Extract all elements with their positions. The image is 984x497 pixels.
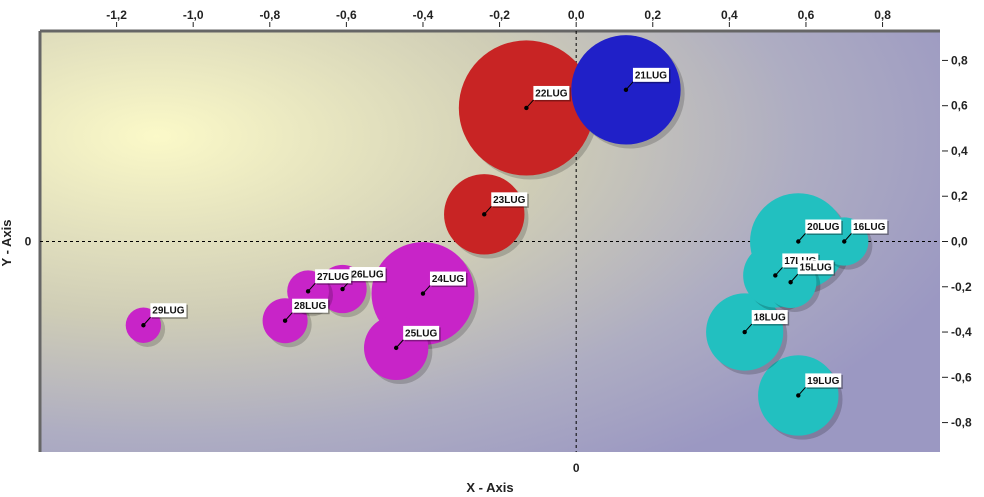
- data-label-24LUG: 24LUG: [432, 274, 464, 285]
- y-axis-title: Y - Axis: [0, 220, 14, 267]
- label-box: [805, 219, 842, 234]
- bubble-center-dot: [742, 329, 747, 335]
- bubble-center-dot: [796, 239, 801, 244]
- x-tick-label: 0,0: [568, 8, 585, 22]
- y-tick-label: -0,6: [951, 370, 972, 384]
- y-tick-label: 0,6: [951, 99, 968, 113]
- bubble-center-dot: [305, 289, 311, 294]
- label-box: [491, 192, 528, 207]
- data-label-22LUG: 22LUG: [535, 88, 567, 99]
- bubble-center-dot: [482, 212, 487, 217]
- bubble-center-dot: [773, 273, 778, 278]
- x-tick-label: -0,2: [489, 8, 510, 22]
- data-label-16LUG: 16LUG: [853, 222, 885, 233]
- data-label-20LUG: 20LUG: [807, 222, 839, 233]
- x-tick-label: -0,4: [413, 8, 434, 22]
- data-label-26LUG: 26LUG: [351, 270, 383, 281]
- bubble-center-dot: [842, 239, 847, 244]
- bubble-center-dot: [393, 345, 399, 351]
- bubble-center-dot: [796, 393, 801, 398]
- y-tick-label: 0,2: [951, 189, 968, 203]
- x-tick-label: 0,6: [798, 8, 815, 22]
- data-label-21LUG: 21LUG: [635, 70, 667, 81]
- y-tick-label: 0,8: [951, 53, 968, 67]
- bubble-center-dot: [788, 280, 793, 285]
- label-box: [349, 267, 386, 282]
- data-label-19LUG: 19LUG: [807, 376, 839, 387]
- data-label-28LUG: 28LUG: [294, 301, 326, 312]
- y-tick-label: -0,8: [951, 416, 972, 430]
- label-box: [632, 67, 669, 82]
- label-box: [533, 85, 570, 100]
- label-box: [751, 310, 788, 325]
- bubble-center-dot: [524, 105, 529, 111]
- label-box: [150, 303, 187, 318]
- origin-x-label: 0: [573, 461, 580, 475]
- bubble-center-dot: [141, 323, 146, 328]
- label-box: [292, 298, 329, 313]
- x-tick-label: -0,6: [336, 8, 357, 22]
- label-box: [429, 271, 466, 286]
- data-label-15LUG: 15LUG: [800, 263, 832, 274]
- bubble-center-dot: [340, 286, 345, 292]
- label-box: [403, 325, 440, 340]
- origin-y-label: 0: [25, 235, 32, 249]
- y-tick-label: 0,0: [951, 235, 968, 249]
- data-label-25LUG: 25LUG: [405, 328, 437, 339]
- x-tick-label: 0,8: [874, 8, 891, 22]
- data-label-18LUG: 18LUG: [754, 313, 786, 324]
- label-box: [851, 219, 888, 234]
- x-tick-label: -1,2: [106, 8, 127, 22]
- x-tick-label: 0,2: [644, 8, 661, 22]
- x-axis-title: X - Axis: [466, 480, 513, 495]
- label-box: [315, 269, 352, 284]
- x-tick-label: 0,4: [721, 8, 738, 22]
- x-tick-label: -0,8: [259, 8, 280, 22]
- y-tick-label: -0,2: [951, 280, 972, 294]
- data-label-27LUG: 27LUG: [317, 272, 349, 283]
- bubble-center-dot: [420, 291, 426, 296]
- y-tick-label: -0,4: [951, 325, 972, 339]
- x-tick-label: -1,0: [183, 8, 204, 22]
- y-tick-label: 0,4: [951, 144, 968, 158]
- bubble-center-dot: [282, 318, 288, 323]
- data-label-23LUG: 23LUG: [493, 195, 525, 206]
- data-label-29LUG: 29LUG: [152, 306, 184, 317]
- label-box: [797, 260, 834, 275]
- label-box: [805, 373, 842, 388]
- bubble-center-dot: [623, 87, 629, 93]
